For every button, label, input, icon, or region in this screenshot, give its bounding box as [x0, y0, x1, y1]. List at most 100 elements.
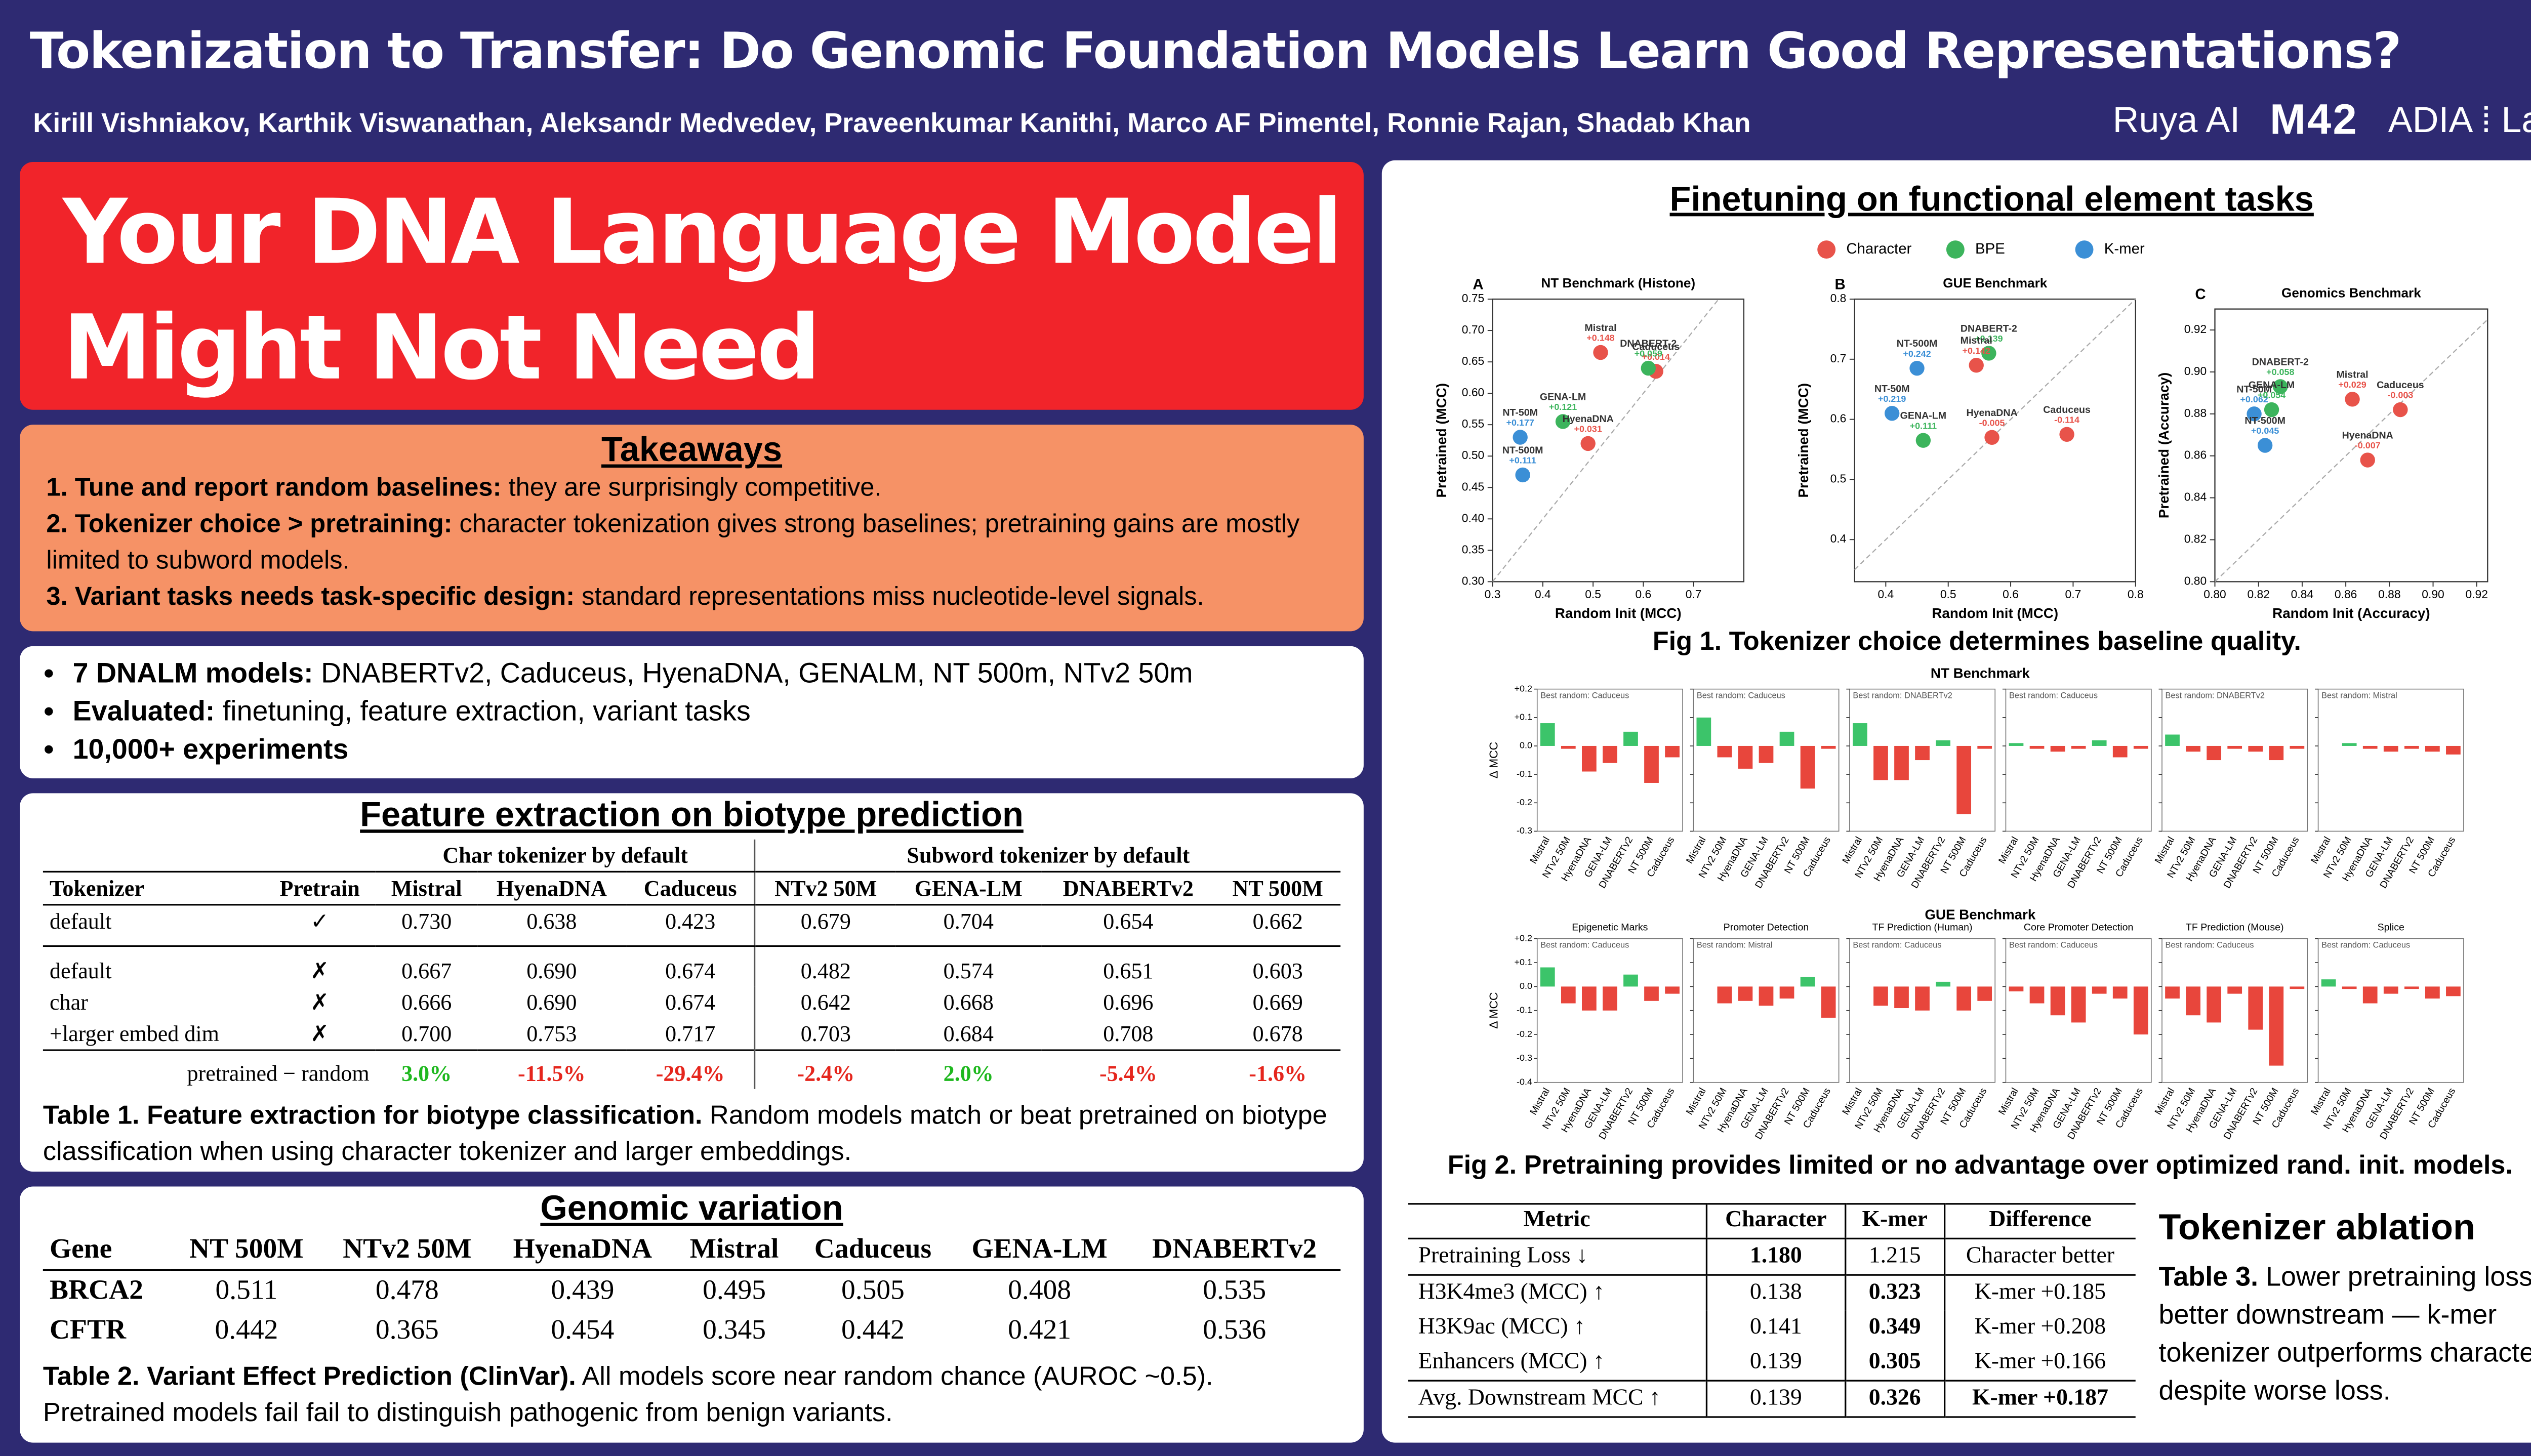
plot-frame [2214, 308, 2488, 583]
best-random: Best random: Caduceus [2166, 941, 2254, 950]
table-cell: 0.408 [1008, 1274, 1072, 1306]
summary-item: Evaluated: finetuning, feature extractio… [73, 692, 1337, 730]
bar [2227, 986, 2242, 994]
plot-frame [1693, 688, 1840, 832]
table-cell: ✗ [310, 989, 330, 1015]
authors: Kirill Vishniakov, Karthik Viswanathan, … [33, 109, 1751, 139]
point-delta: +0.121 [1549, 402, 1577, 412]
bar [1644, 745, 1659, 783]
bar [1623, 731, 1638, 746]
table-cell: 0.679 [754, 904, 896, 947]
bar [1853, 723, 1867, 746]
legend-label: K-mer [2104, 240, 2145, 257]
table-cell: 0.478 [375, 1274, 439, 1306]
panel-title: NT Benchmark (Histone) [1541, 275, 1695, 290]
table-row: H3K4me3 (MCC) ↑ 0.138 0.323 K-mer +0.185 [1408, 1275, 2136, 1311]
y-tick-label: 0.82 [2184, 532, 2207, 546]
y-tick-label: 0.45 [1462, 480, 1484, 493]
bar [2133, 745, 2148, 749]
plot-frame [2005, 688, 2152, 832]
legend-swatch [1946, 240, 1965, 259]
x-tick-label: 0.80 [2203, 588, 2226, 601]
point-delta: +0.029 [2338, 380, 2366, 390]
point-label: GENA-LM [1540, 392, 1586, 403]
x-tick-label: 0.6 [2003, 588, 2019, 601]
point [2257, 438, 2273, 453]
point-delta: +0.177 [1506, 418, 1534, 428]
x-tick-label: 0.92 [2466, 588, 2488, 601]
bar [2425, 986, 2440, 999]
table-cell: +larger embed dim [49, 1021, 219, 1046]
point-label: NT-500M [1897, 338, 1938, 349]
table-cell: Enhancers (MCC) ↑ [1418, 1350, 1605, 1375]
summary-list: 7 DNALM models: DNABERTv2, Caduceus, Hye… [46, 654, 1337, 768]
figure-caption: Fig 1. Tokenizer choice determines basel… [1653, 627, 2301, 656]
bar [1936, 740, 1950, 746]
column-header: NTv2 50M [322, 1229, 492, 1271]
ablation-title: Tokenizer ablation [2158, 1206, 2475, 1248]
caption: Table 3. Lower pretraining loss ≠ better… [2158, 1259, 2531, 1411]
panel-letter: A [1473, 276, 1483, 293]
summary: 7 DNALM models: DNABERTv2, Caduceus, Hye… [20, 646, 1364, 778]
x-tick-label: 0.82 [2247, 588, 2269, 601]
bar [2050, 986, 2065, 1016]
bar [2227, 745, 2242, 749]
table-cell: 0.669 [1252, 989, 1303, 1015]
point [1969, 358, 1984, 373]
bar [1738, 745, 1753, 769]
point-label: Mistral [1961, 335, 1992, 346]
x-axis-label: Random Init (MCC) [1555, 605, 1682, 621]
y-tick-label: 0.65 [1462, 354, 1484, 367]
bar [1779, 986, 1794, 999]
point-label: GENA-LM [2249, 380, 2295, 391]
bar [1821, 986, 1836, 1018]
x-tick-label: 0.84 [2291, 588, 2314, 601]
y-tick-label: -0.3 [1517, 825, 1532, 836]
difference-row: pretrained − random 3.0% -11.5% -29.4% -2.4%… [43, 1049, 1341, 1089]
bar [1873, 745, 1888, 780]
column-header: Gene [43, 1229, 171, 1271]
diagonal [2214, 319, 2488, 583]
table-cell: 0.678 [1252, 1021, 1303, 1046]
table-cell: 0.439 [551, 1274, 615, 1306]
table-cell: 0.138 [1705, 1275, 1846, 1311]
best-random: Best random: Caduceus [1540, 691, 1629, 700]
table-cell: 0.423 [626, 904, 755, 947]
table-cell: 0.345 [703, 1313, 766, 1345]
table-cell: 0.574 [943, 958, 994, 983]
point [1884, 406, 1900, 421]
point-label: NT-500M [2244, 415, 2285, 427]
table-row: +larger embed dim ✗ 0.700 0.753 0.717 0.703 0.… [43, 1018, 1340, 1051]
column-header: Metric [1408, 1203, 1706, 1239]
bar [2186, 986, 2200, 1016]
column-header: Tokenizer [43, 871, 264, 906]
y-tick-label: 0.70 [1462, 323, 1484, 336]
takeaway: 3. Variant tasks needs task-specific des… [46, 580, 1337, 616]
panel-title: Core Promoter Detection [2024, 922, 2134, 933]
table-cell: CFTR [49, 1313, 127, 1345]
point [1984, 430, 1999, 445]
bar [1977, 986, 1992, 1001]
point-delta: +0.111 [1509, 455, 1536, 466]
bar [1915, 745, 1930, 761]
caption: Table 2. Variant Effect Prediction (Clin… [43, 1360, 1340, 1433]
bar [2342, 986, 2357, 989]
bar [2165, 986, 2180, 999]
section-title: Takeaways [601, 431, 783, 470]
table-cell: 0.696 [1103, 989, 1154, 1015]
summary-bold: 10,000+ experiments [72, 733, 349, 765]
point-label: HyenaDNA [1966, 407, 2017, 419]
column-header: NT 500M [170, 1229, 323, 1271]
bar [1779, 731, 1794, 746]
y-tick-label: 0.50 [1462, 448, 1484, 462]
bar [2446, 986, 2461, 996]
bar [1696, 717, 1711, 746]
bar [1665, 986, 1680, 994]
point-delta: +0.111 [1910, 421, 1937, 431]
y-tick-label: -0.2 [1517, 797, 1532, 807]
bar [1873, 986, 1888, 1006]
legend-label: BPE [1975, 240, 2005, 257]
takeaways: Takeaways 1. Tune and report random base… [20, 425, 1364, 632]
legend-label: Character [1846, 240, 1911, 257]
plot-frame [2317, 688, 2464, 832]
